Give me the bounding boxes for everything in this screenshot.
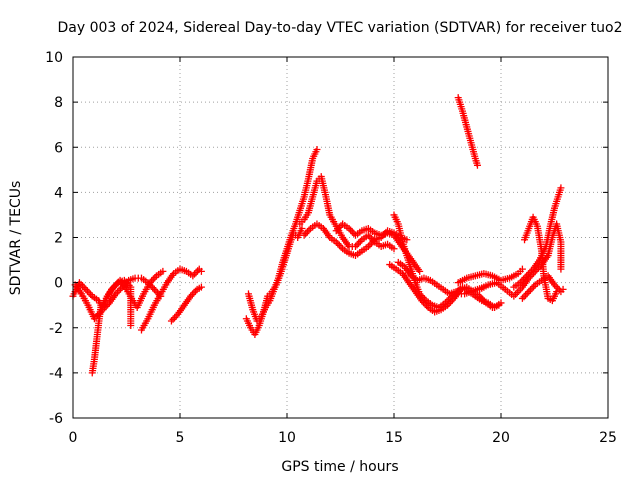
data-point-interp (87, 290, 95, 298)
y-tick-label: 2 (54, 231, 63, 247)
data-point (557, 184, 565, 192)
data-point (497, 299, 505, 307)
data-point-interp (526, 286, 534, 294)
axis-ticks: 0 5 10 15 20 25 -6 -4 -2 0 2 4 6 8 10 (45, 50, 617, 446)
data-point-interp (528, 284, 536, 292)
data-point-interp (85, 289, 93, 297)
data-point (197, 267, 205, 275)
data-point (518, 294, 526, 302)
data-point (167, 317, 175, 325)
data-point-interp (353, 241, 361, 249)
x-axis-label: GPS time / hours (281, 459, 398, 475)
chart-title: Day 003 of 2024, Sidereal Day-to-day VTE… (57, 20, 622, 36)
y-tick-label: 0 (54, 276, 63, 292)
data-point-interp (347, 226, 355, 234)
data-point (473, 161, 481, 169)
data-point (557, 265, 565, 273)
y-tick-label: 8 (54, 95, 63, 111)
data-point (127, 321, 135, 329)
y-tick-label: 6 (54, 140, 63, 156)
y-tick-label: -6 (49, 411, 63, 427)
data-point-interp (335, 241, 343, 249)
data-point (559, 285, 567, 293)
x-tick-label: 10 (278, 430, 296, 446)
data-point (313, 146, 321, 154)
data-point-interp (520, 293, 528, 301)
y-tick-label: 4 (54, 185, 63, 201)
data-point-interp (355, 239, 363, 247)
data-point-interp (149, 275, 157, 283)
data-point-interp (305, 226, 313, 234)
data-point-interp (522, 291, 530, 299)
data-point-interp (190, 289, 198, 297)
data-point (553, 288, 561, 296)
data-point-interp (334, 240, 342, 248)
data-point (159, 267, 167, 275)
y-tick-label: -2 (49, 321, 63, 337)
y-axis-label: SDTVAR / TECUs (8, 181, 24, 296)
data-point (518, 265, 526, 273)
plot-frame (72, 56, 609, 419)
x-tick-label: 25 (599, 430, 617, 446)
data-point-interp (151, 274, 159, 282)
data-point-interp (356, 237, 364, 245)
data-point (525, 288, 533, 296)
data-point (416, 267, 424, 275)
data-point (150, 285, 158, 293)
data-point-interp (530, 283, 538, 291)
data-points (69, 94, 567, 377)
data-point-interp (523, 289, 531, 297)
data-point (390, 245, 398, 253)
x-tick-label: 20 (492, 430, 510, 446)
y-tick-label: -4 (49, 366, 63, 382)
x-tick-label: 5 (176, 430, 185, 446)
data-point-interp (303, 228, 311, 236)
y-tick-label: 10 (45, 50, 63, 66)
data-point-interp (171, 314, 179, 322)
data-point (351, 243, 359, 251)
data-point (197, 283, 205, 291)
data-point-interp (190, 270, 198, 278)
data-point-interp (337, 243, 345, 251)
data-point-interp (169, 315, 177, 323)
x-tick-label: 15 (385, 430, 403, 446)
x-tick-label: 0 (69, 430, 78, 446)
data-point (298, 224, 306, 232)
